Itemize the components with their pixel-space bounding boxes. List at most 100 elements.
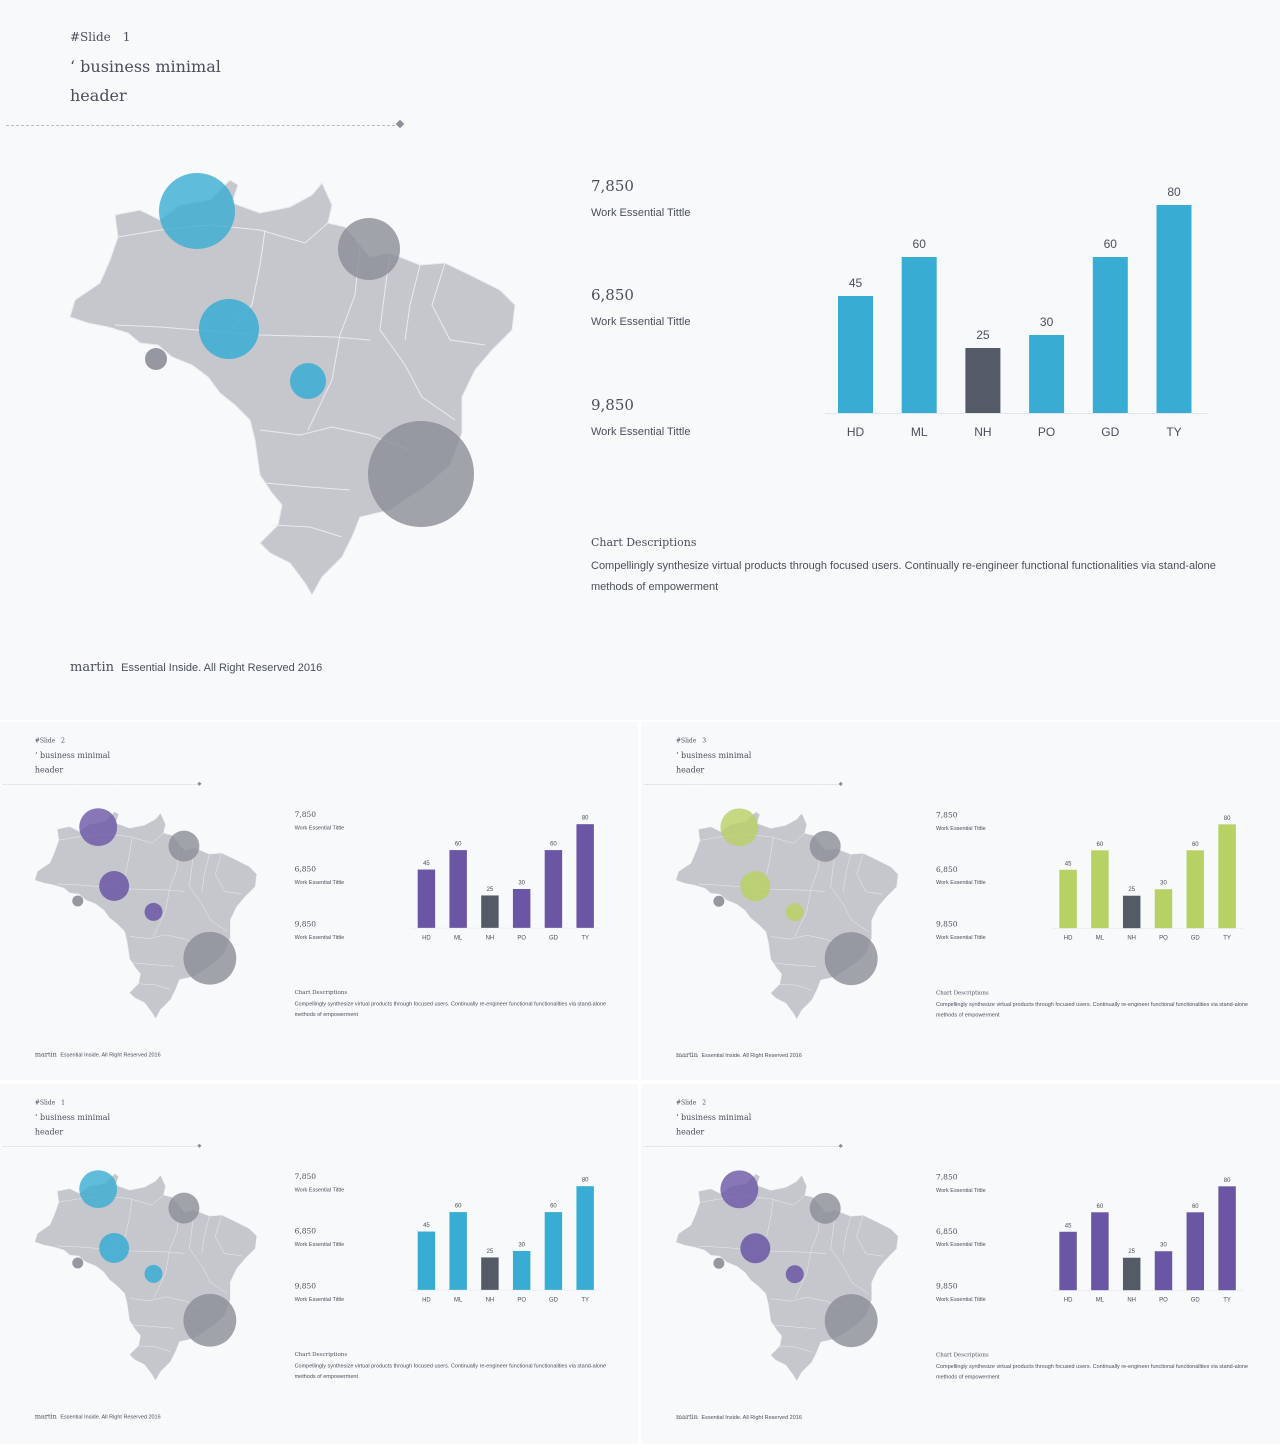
slide-number: #Slide 3 <box>676 737 706 744</box>
stat-value: 9,850 <box>294 919 316 929</box>
chart-value-label: 60 <box>1192 842 1199 848</box>
chart-description-text: Compellingly synthesize virtual products… <box>936 1001 1249 1019</box>
map-bubble <box>168 830 200 862</box>
stat-block: 6,850 Work Essential Tittle <box>295 865 345 886</box>
chart-value-label: 60 <box>455 842 462 848</box>
slide-number: #Slide 2 <box>676 1099 706 1106</box>
slide-title: ‘ business minimal header <box>676 748 751 777</box>
slide-label: #Slide <box>70 30 111 44</box>
stat-label: Work Essential Tittle <box>591 316 691 328</box>
stat-block: 9,850 Work Essential Tittle <box>295 919 345 940</box>
map-bubble <box>740 1233 771 1264</box>
footer-brand: martin <box>34 1050 57 1059</box>
footer: martin Essential Inside. All Right Reser… <box>676 1413 802 1420</box>
slide-label: #Slide <box>675 1098 697 1106</box>
chart-category-label: ML <box>454 1297 463 1303</box>
chart-category-label: PO <box>1159 936 1168 942</box>
stat-label: Work Essential Tittle <box>294 879 345 886</box>
map-bubble <box>824 932 878 986</box>
divider-diamond-icon <box>838 1143 843 1149</box>
chart-bar <box>965 348 1001 413</box>
chart-value-label: 45 <box>1065 861 1072 867</box>
chart-value-label: 60 <box>1097 1204 1104 1210</box>
stat-block: 6,850 Work Essential Tittle <box>936 1227 986 1248</box>
chart-bar <box>838 296 873 413</box>
chart-value-label: 80 <box>582 816 589 822</box>
map-bubble <box>79 808 118 847</box>
chart-value-label: 60 <box>1192 1204 1199 1210</box>
chart-bar <box>417 869 436 928</box>
chart-value-label: 60 <box>913 237 927 251</box>
brazil-map <box>675 1170 899 1382</box>
map-bubble <box>809 1192 841 1224</box>
chart-category-label: NH <box>486 935 495 941</box>
stat-label: Work Essential Tittle <box>294 934 345 941</box>
map-bubble <box>72 1257 84 1269</box>
stat-label: Work Essential Tittle <box>591 426 691 438</box>
stat-label: Work Essential Tittle <box>294 1296 345 1303</box>
bar-chart: 45 HD 60 ML 25 NH 30 PO 60 GD 80 TY <box>411 1178 603 1303</box>
slide: #Slide 1 ‘ business minimal header <box>0 0 1280 720</box>
map-bubble <box>144 902 163 921</box>
slide: #Slide 2 ‘ business minimal header <box>641 1084 1280 1444</box>
map-bubble <box>145 348 167 370</box>
chart-category-label: GD <box>549 1297 559 1303</box>
chart-category-label: NH <box>974 425 991 439</box>
chart-value-label: 30 <box>518 880 525 886</box>
chart-bar <box>1091 1212 1109 1291</box>
stat-block: 9,850 Work Essential Tittle <box>936 920 986 941</box>
chart-category-label: TY <box>581 935 589 941</box>
stat-block: 6,850 Work Essential Tittle <box>295 1227 345 1248</box>
map-bubble <box>338 218 400 280</box>
footer-copyright: Essential Inside. All Right Reserved 201… <box>701 1052 802 1059</box>
bar-chart: 45 HD 60 ML 25 NH 30 PO 60 GD 80 TY <box>1052 816 1245 942</box>
map-bubble <box>144 1264 163 1283</box>
footer-brand: martin <box>675 1413 698 1421</box>
divider-diamond-icon <box>395 119 405 129</box>
map-bubble <box>824 1294 878 1348</box>
chart-category-label: NH <box>486 1297 495 1303</box>
stat-block: 9,850 Work Essential Tittle <box>936 1282 986 1303</box>
map-bubble <box>809 830 841 862</box>
bar-chart: 45 HD 60 ML 25 NH 30 PO 60 GD 80 TY <box>825 185 1208 439</box>
stat-block: 7,850 Work Essential Tittle <box>936 810 986 831</box>
chart-value-label: 60 <box>1097 842 1104 848</box>
chart-bar <box>512 1250 531 1290</box>
chart-bar <box>1218 1186 1236 1291</box>
slide-title: ‘ business minimal header <box>35 1110 110 1139</box>
chart-description-title: Chart Descriptions <box>294 989 348 996</box>
brazil-map <box>69 173 516 597</box>
chart-bar <box>1122 895 1141 929</box>
chart-category-label: GD <box>1101 425 1119 439</box>
chart-category-label: TY <box>1223 1298 1231 1304</box>
chart-bar <box>1186 850 1205 929</box>
chart-value-label: 25 <box>487 887 494 893</box>
stat-value: 9,850 <box>936 1281 958 1291</box>
stat-label: Work Essential Tittle <box>936 1241 986 1248</box>
chart-value-label: 60 <box>455 1204 462 1210</box>
chart-value-label: 45 <box>1065 1223 1072 1229</box>
divider-diamond-icon <box>197 781 202 786</box>
chart-value-label: 45 <box>849 276 863 290</box>
bar-chart: 45 HD 60 ML 25 NH 30 PO 60 GD 80 TY <box>411 816 603 941</box>
chart-value-label: 80 <box>582 1178 589 1184</box>
map-bubble <box>713 1257 725 1269</box>
stat-label: Work Essential Tittle <box>294 1187 345 1194</box>
chart-bar <box>1218 824 1236 929</box>
chart-description-text: Compellingly synthesize virtual products… <box>591 560 1216 593</box>
chart-bar <box>544 1212 563 1290</box>
map-bubble <box>72 895 84 907</box>
chart-category-label: PO <box>517 935 526 941</box>
chart-bar <box>1059 869 1077 929</box>
map-bubble <box>199 299 259 359</box>
title-line-1: ‘ business minimal <box>70 57 221 76</box>
chart-description-title: Chart Descriptions <box>936 1351 989 1359</box>
chart-value-label: 30 <box>518 1242 525 1248</box>
stat-block: 7,850 Work Essential Tittle <box>591 177 690 219</box>
slide: #Slide 3 ‘ business minimal header <box>641 722 1280 1080</box>
chart-category-label: PO <box>1038 425 1055 439</box>
stat-value: 9,850 <box>591 396 634 414</box>
chart-category-label: HD <box>1064 936 1073 942</box>
stat-label: Work Essential Tittle <box>591 207 691 219</box>
map-bubble <box>159 173 235 249</box>
